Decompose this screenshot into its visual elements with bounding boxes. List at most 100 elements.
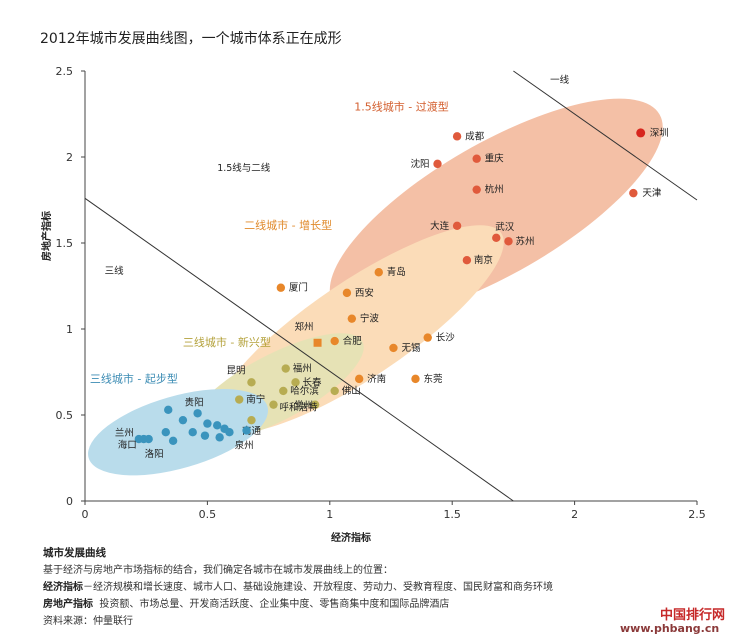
- data-point-label: 福州: [293, 363, 312, 375]
- y-tick-label: 0.5: [56, 409, 74, 422]
- notes-econ-key: 经济指标: [43, 582, 83, 593]
- watermark-line2: www.phbang.cn: [620, 622, 720, 635]
- data-point: [472, 185, 481, 194]
- data-point: [342, 288, 352, 298]
- x-tick-label: 2: [571, 508, 578, 521]
- divider-line-0: [513, 70, 698, 201]
- data-point-label: 成都: [465, 130, 485, 142]
- data-point: [492, 233, 501, 243]
- zone-label-tier1-5-vs-2: 1.5线与二线: [217, 162, 271, 174]
- data-point: [354, 374, 364, 384]
- x-tick-label: 2.5: [688, 508, 706, 521]
- data-point: [225, 428, 234, 437]
- data-point-label: 海口: [118, 439, 137, 451]
- data-point-label: 合肥: [343, 335, 363, 347]
- data-point-label: 长沙: [436, 332, 456, 344]
- data-point: [291, 378, 300, 387]
- data-point: [193, 409, 202, 418]
- notes-realestate: 房地产指标 投资额、市场总量、开发商活跃度、企业集中度、零售商集中度和国际品牌酒…: [43, 596, 733, 613]
- group-label-0: 1.5线城市 - 过渡型: [354, 100, 448, 114]
- data-point-label: 常州: [294, 400, 313, 412]
- data-point-square: [313, 338, 322, 347]
- data-point-label: 郑州: [295, 321, 314, 333]
- x-axis-label: 经济指标: [331, 531, 371, 544]
- y-tick-label: 2: [66, 151, 73, 164]
- notes-econ-text: －经济规模和增长速度、城市人口、基础设施建设、开放程度、劳动力、受教育程度、国民…: [83, 582, 553, 593]
- data-point-label: 天津: [642, 188, 662, 199]
- data-point-label: 苏州: [516, 235, 535, 247]
- data-point: [330, 336, 339, 346]
- x-tick-label: 1.5: [443, 508, 461, 521]
- data-point: [504, 237, 513, 246]
- data-point: [212, 421, 222, 430]
- data-point: [161, 428, 170, 437]
- x-tick-label: 0.5: [199, 508, 217, 521]
- data-point: [188, 428, 197, 437]
- group-label-3: 三线城市 - 起步型: [90, 371, 178, 385]
- notes-re-key: 房地产指标: [43, 599, 93, 610]
- data-point: [374, 268, 383, 277]
- data-point: [164, 405, 173, 415]
- data-point-label: 青岛: [387, 266, 406, 278]
- data-point: [200, 431, 210, 440]
- data-point-label: 洛阳: [145, 448, 164, 460]
- data-point: [168, 436, 178, 445]
- data-point-label: 南京: [474, 254, 493, 266]
- data-point-label: 沈阳: [410, 158, 429, 170]
- data-point: [330, 386, 339, 396]
- data-point-label: 昆明: [226, 365, 245, 376]
- notes-econ: 经济指标－经济规模和增长速度、城市人口、基础设施建设、开放程度、劳动力、受教育程…: [43, 579, 733, 596]
- notes-heading: 城市发展曲线: [43, 547, 106, 559]
- data-point: [452, 132, 462, 141]
- data-point-label: 兰州: [115, 427, 134, 439]
- data-point: [310, 400, 320, 409]
- data-point: [472, 154, 481, 163]
- data-point-highlight: [636, 128, 646, 138]
- scatter-chart: 0 0.5 1 1.5 2 2.5 0 0.5 1 1.5 2 2.5 经济指标 房地产指标 一线 1.5线与…: [40, 65, 706, 544]
- data-point-label: 呼和浩特: [279, 402, 318, 414]
- data-point-label: 无锡: [401, 342, 420, 354]
- data-point-label: 厦门: [289, 282, 308, 294]
- data-point-label: 哈尔滨: [290, 385, 319, 397]
- data-point-label: 深圳: [650, 128, 669, 139]
- data-point: [178, 415, 188, 425]
- x-tick-label: 0: [82, 508, 89, 521]
- data-point-label: 宁波: [360, 313, 380, 325]
- data-point: [389, 343, 398, 353]
- data-point: [247, 378, 256, 387]
- data-point: [247, 415, 256, 425]
- data-point: [411, 374, 420, 384]
- data-point-label: 重庆: [485, 153, 505, 165]
- data-point: [462, 256, 472, 265]
- data-point-label: 泉州: [235, 439, 254, 451]
- page-title: 2012年城市发展曲线图，一个城市体系正在成形: [40, 31, 342, 47]
- data-point-label: 长春: [303, 376, 323, 388]
- zone-label-tier1: 一线: [550, 74, 570, 86]
- data-point: [629, 188, 638, 198]
- data-point: [215, 433, 224, 442]
- data-point: [242, 426, 251, 435]
- zone-label-tier3: 三线: [105, 265, 125, 277]
- data-point: [423, 333, 432, 342]
- notes-line1: 基于经济与房地产市场指标的结合，我们确定各城市在城市发展曲线上的位置：: [43, 565, 393, 576]
- notes-re-text: 投资额、市场总量、开发商活跃度、企业集中度、零售商集中度和国际品牌酒店: [99, 599, 450, 610]
- notes-source: 资料来源：仲量联行: [43, 616, 133, 627]
- data-point-label: 武汉: [495, 221, 515, 233]
- data-point: [276, 283, 286, 292]
- data-point: [269, 400, 278, 409]
- data-point-label: 大连: [430, 220, 450, 232]
- data-point-label: 杭州: [485, 184, 504, 196]
- y-tick-label: 0: [66, 495, 73, 508]
- data-point-label: 南宁: [246, 394, 265, 406]
- group-label-2: 三线城市 - 新兴型: [183, 335, 271, 349]
- data-point-label: 济南: [367, 373, 386, 385]
- data-point: [347, 314, 357, 323]
- y-tick-label: 1: [66, 323, 73, 336]
- data-point-label: 贵阳: [185, 396, 204, 408]
- data-point: [452, 221, 462, 230]
- y-axis-label: 房地产指标: [40, 211, 53, 261]
- data-point: [281, 364, 290, 373]
- x-tick-label: 1: [326, 508, 333, 521]
- data-point-label: 东莞: [423, 373, 443, 385]
- data-point-label: 西安: [355, 287, 374, 299]
